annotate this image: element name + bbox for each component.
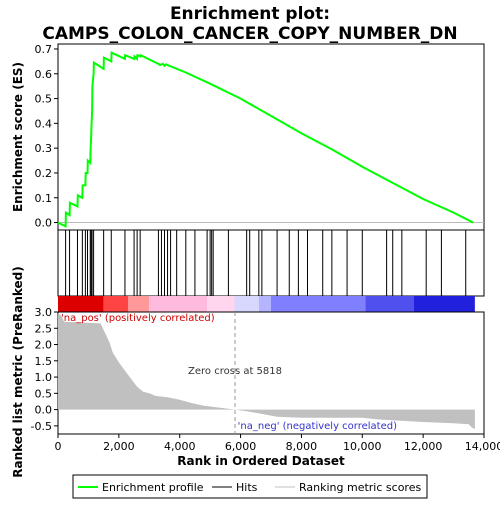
es-y-tick-label: 0.3: [35, 142, 53, 155]
chart-title-line1: Enrichment plot:: [170, 4, 330, 24]
x-tick-label: 2,000: [103, 440, 135, 453]
metric-y-tick-label: 2.5: [35, 322, 53, 335]
legend-hits-label: Hits: [236, 481, 258, 494]
x-axis: 0 2,000 4,000 6,000 8,000 10,000 12,000 14,000: [55, 434, 500, 453]
metric-y-tick-label: 2.0: [35, 339, 53, 352]
es-y-tick-label: 0.7: [35, 43, 53, 56]
x-tick-label: 6,000: [225, 440, 257, 453]
color-bar-segment: [149, 296, 207, 312]
es-y-tick-label: 0.5: [35, 93, 53, 106]
color-bar-segment: [414, 296, 475, 312]
x-axis-label: Rank in Ordered Dataset: [177, 454, 345, 468]
color-bar-segment: [271, 296, 365, 312]
metric-y-tick-label: 0.0: [35, 404, 53, 417]
x-tick-label: 10,000: [343, 440, 382, 453]
metric-y-tick-label: 0.5: [35, 387, 53, 400]
x-tick-label: 4,000: [164, 440, 196, 453]
color-bar-segment: [259, 296, 271, 312]
es-panel-frame: [58, 44, 484, 230]
metric-y-axis: 3.0 2.5 2.0 1.5 1.0 0.5 0.0 -0.5: [31, 306, 58, 433]
es-y-tick-label: 0.4: [35, 117, 53, 130]
color-bar-segment: [128, 296, 149, 312]
legend-enrichment-label: Enrichment profile: [102, 481, 204, 494]
color-bar-segment: [58, 296, 104, 312]
metric-y-tick-label: 1.5: [35, 355, 53, 368]
es-y-axis-label: Enrichment score (ES): [11, 62, 25, 212]
x-tick-label: 8,000: [286, 440, 318, 453]
es-y-axis: 0.0 0.1 0.2 0.3 0.4 0.5 0.6 0.7: [35, 43, 59, 230]
color-bar-segment: [207, 296, 234, 312]
es-y-tick-label: 0.0: [35, 217, 53, 230]
legend-metric-label: Ranking metric scores: [299, 481, 421, 494]
x-tick-label: 12,000: [404, 440, 443, 453]
na-neg-label: 'na_neg' (negatively correlated): [238, 421, 397, 432]
metric-y-axis-label: Ranked list metric (PreRanked): [11, 266, 25, 478]
color-bar-segment: [104, 296, 128, 312]
metric-y-tick-label: 3.0: [35, 306, 53, 319]
zero-cross-label: Zero cross at 5818: [188, 366, 282, 377]
metric-y-tick-label: 1.0: [35, 371, 53, 384]
es-y-tick-label: 0.2: [35, 167, 53, 180]
na-pos-label: 'na_pos' (positively correlated): [61, 313, 215, 324]
x-tick-label: 14,000: [465, 440, 500, 453]
chart-title-line2: CAMPS_COLON_CANCER_COPY_NUMBER_DN: [42, 24, 457, 44]
x-tick-label: 0: [55, 440, 62, 453]
ranking-color-bar: [58, 296, 475, 312]
color-bar-segment: [234, 296, 258, 312]
es-y-tick-label: 0.1: [35, 192, 53, 205]
color-bar-segment: [365, 296, 414, 312]
es-y-tick-label: 0.6: [35, 68, 53, 81]
hits-panel-frame: [58, 230, 484, 296]
metric-y-tick-label: -0.5: [31, 420, 52, 433]
